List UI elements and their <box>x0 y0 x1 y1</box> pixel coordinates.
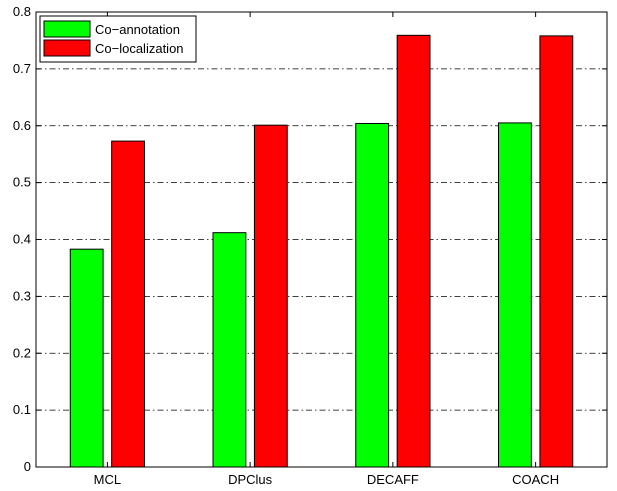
bar-dpclus-co-localization <box>253 124 288 468</box>
y-tick-label: 0.6 <box>13 118 31 133</box>
y-tick-label: 0.2 <box>13 345 31 360</box>
y-axis: 0 0.1 0.2 0.3 0.4 0.5 0.6 0.7 0.8 <box>13 4 607 474</box>
y-tick-label: 0.3 <box>13 288 31 303</box>
legend: Co−annotation Co−localization <box>39 15 197 63</box>
y-tick-label: 0.8 <box>13 4 31 19</box>
legend-swatch <box>43 20 91 38</box>
x-tick-label: DPClus <box>228 472 273 487</box>
x-axis: MCL DPClus DECAFF COACH <box>94 12 559 487</box>
y-tick-label: 0.7 <box>13 61 31 76</box>
x-tick-label: MCL <box>94 472 121 487</box>
legend-label: Co−annotation <box>95 22 180 37</box>
bar-dpclus-co-annotation <box>212 232 247 468</box>
y-tick-label: 0.5 <box>13 175 31 190</box>
bars <box>69 34 574 468</box>
y-tick-label: 0.4 <box>13 232 31 247</box>
bar-coach-co-localization <box>539 35 574 468</box>
legend-swatch <box>43 39 91 57</box>
bar-decaff-co-annotation <box>355 122 390 468</box>
bar-mcl-co-localization <box>111 140 145 468</box>
bar-coach-co-annotation <box>498 122 532 468</box>
y-tick-label: 0 <box>24 459 31 474</box>
y-tick-label: 0.1 <box>13 402 31 417</box>
x-tick-label: DECAFF <box>367 472 419 487</box>
legend-label: Co−localization <box>95 41 184 56</box>
bar-mcl-co-annotation <box>69 248 104 468</box>
x-tick-label: COACH <box>512 472 559 487</box>
bar-decaff-co-localization <box>396 34 431 468</box>
